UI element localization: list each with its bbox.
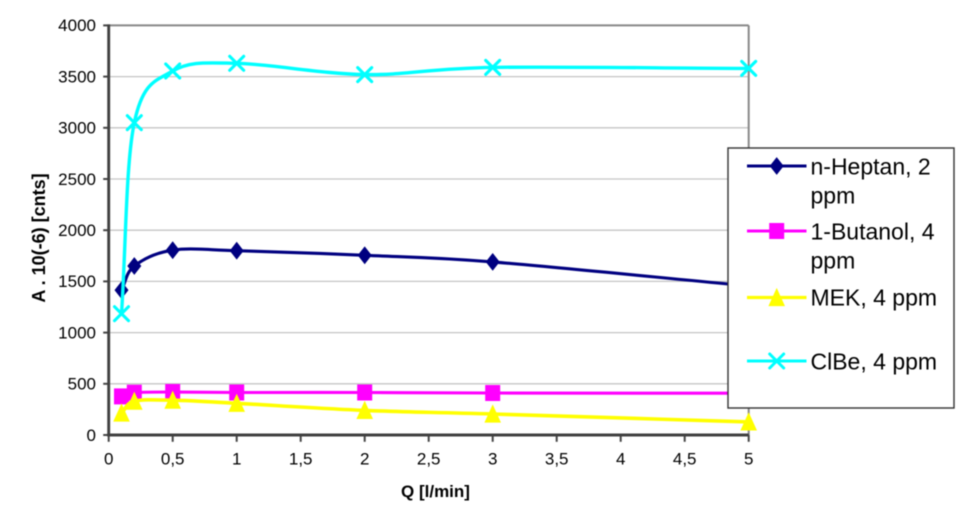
svg-text:4,5: 4,5 <box>673 450 697 469</box>
svg-text:ppm: ppm <box>811 248 856 274</box>
svg-text:MEK, 4 ppm: MEK, 4 ppm <box>811 285 938 311</box>
svg-text:0: 0 <box>87 426 96 445</box>
svg-text:3: 3 <box>488 450 497 469</box>
svg-text:2500: 2500 <box>58 170 96 189</box>
svg-text:3000: 3000 <box>58 119 96 138</box>
svg-text:Q [l/min]: Q [l/min] <box>401 482 470 501</box>
svg-text:4000: 4000 <box>58 16 96 35</box>
svg-text:ppm: ppm <box>811 183 856 209</box>
svg-text:A . 10(-6) [cnts]: A . 10(-6) [cnts] <box>29 173 49 302</box>
svg-text:1500: 1500 <box>58 272 96 291</box>
svg-text:0: 0 <box>104 450 113 469</box>
svg-text:2,5: 2,5 <box>417 450 441 469</box>
svg-text:500: 500 <box>68 375 96 394</box>
svg-text:0,5: 0,5 <box>161 450 185 469</box>
svg-text:4: 4 <box>616 450 625 469</box>
svg-text:5: 5 <box>744 450 753 469</box>
svg-text:1-Butanol, 4: 1-Butanol, 4 <box>811 219 935 245</box>
svg-text:3500: 3500 <box>58 67 96 86</box>
svg-text:3,5: 3,5 <box>545 450 569 469</box>
svg-text:1000: 1000 <box>58 323 96 342</box>
svg-text:1,5: 1,5 <box>289 450 313 469</box>
svg-text:2: 2 <box>360 450 369 469</box>
svg-text:2000: 2000 <box>58 221 96 240</box>
svg-text:ClBe, 4 ppm: ClBe, 4 ppm <box>811 349 938 375</box>
svg-text:n-Heptan, 2: n-Heptan, 2 <box>811 154 931 180</box>
svg-text:1: 1 <box>232 450 241 469</box>
